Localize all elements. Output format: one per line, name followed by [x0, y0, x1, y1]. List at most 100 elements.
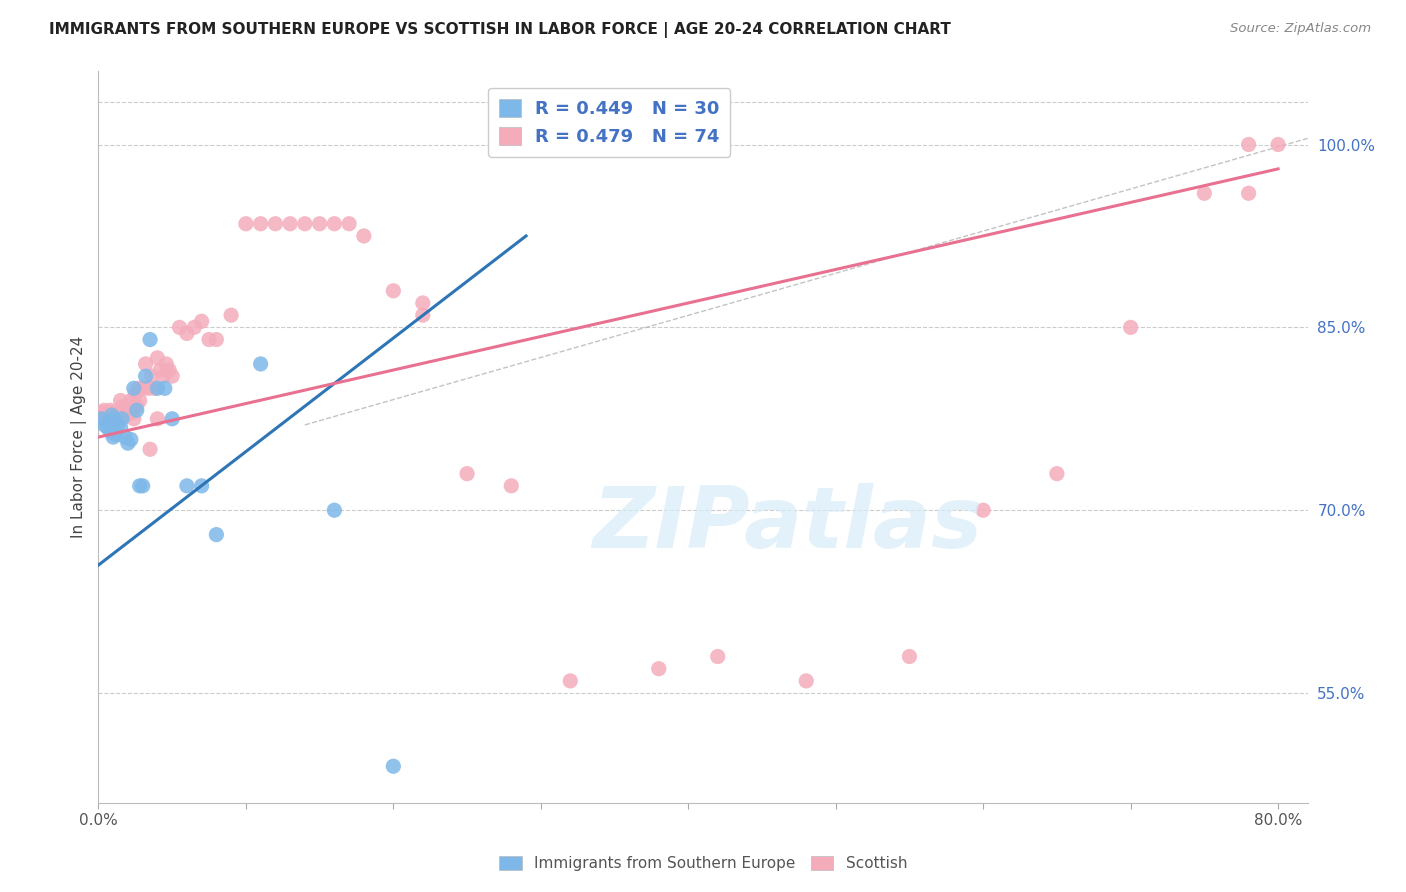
- Point: [337, 217, 360, 231]
- Point: [120, 433, 142, 447]
- Point: [176, 326, 198, 341]
- Point: [155, 357, 177, 371]
- Point: [101, 406, 124, 420]
- Point: [146, 412, 169, 426]
- Point: [114, 406, 136, 420]
- Point: [135, 369, 157, 384]
- Point: [456, 467, 478, 481]
- Point: [100, 412, 122, 426]
- Point: [1237, 186, 1260, 201]
- Point: [205, 527, 228, 541]
- Point: [1267, 137, 1289, 152]
- Point: [104, 412, 127, 426]
- Point: [139, 333, 162, 347]
- Point: [146, 381, 169, 395]
- Point: [94, 412, 117, 426]
- Point: [190, 314, 212, 328]
- Point: [120, 393, 142, 408]
- Point: [323, 503, 346, 517]
- Point: [176, 479, 198, 493]
- Point: [127, 381, 149, 395]
- Point: [560, 673, 582, 688]
- Point: [141, 369, 163, 384]
- Point: [110, 393, 132, 408]
- Point: [382, 759, 405, 773]
- Point: [91, 408, 114, 422]
- Point: [93, 403, 115, 417]
- Point: [104, 412, 127, 426]
- Text: ZIPatlas: ZIPatlas: [592, 483, 983, 566]
- Point: [122, 381, 145, 395]
- Point: [501, 479, 523, 493]
- Point: [143, 381, 166, 395]
- Point: [131, 381, 153, 395]
- Point: [308, 217, 330, 231]
- Point: [153, 381, 176, 395]
- Point: [111, 412, 134, 426]
- Text: IMMIGRANTS FROM SOUTHERN EUROPE VS SCOTTISH IN LABOR FORCE | AGE 20-24 CORRELATI: IMMIGRANTS FROM SOUTHERN EUROPE VS SCOTT…: [49, 22, 950, 38]
- Point: [108, 406, 131, 420]
- Point: [353, 228, 375, 243]
- Point: [706, 649, 728, 664]
- Point: [121, 406, 143, 420]
- Point: [110, 420, 132, 434]
- Point: [89, 412, 111, 426]
- Point: [122, 412, 145, 426]
- Point: [160, 412, 183, 426]
- Point: [107, 408, 129, 422]
- Point: [101, 430, 124, 444]
- Point: [205, 333, 228, 347]
- Text: Source: ZipAtlas.com: Source: ZipAtlas.com: [1230, 22, 1371, 36]
- Point: [264, 217, 287, 231]
- Point: [1194, 186, 1216, 201]
- Point: [90, 412, 112, 426]
- Y-axis label: In Labor Force | Age 20-24: In Labor Force | Age 20-24: [72, 336, 87, 538]
- Point: [235, 217, 257, 231]
- Point: [1046, 467, 1069, 481]
- Point: [97, 416, 120, 430]
- Point: [128, 479, 150, 493]
- Point: [278, 217, 301, 231]
- Point: [131, 479, 153, 493]
- Point: [1119, 320, 1142, 334]
- Point: [139, 442, 162, 457]
- Point: [112, 408, 135, 422]
- Point: [115, 408, 138, 422]
- Point: [382, 284, 405, 298]
- Point: [135, 357, 157, 371]
- Point: [105, 427, 128, 442]
- Point: [190, 479, 212, 493]
- Point: [98, 403, 121, 417]
- Point: [294, 217, 316, 231]
- Point: [198, 333, 221, 347]
- Point: [124, 387, 146, 401]
- Point: [152, 369, 174, 384]
- Point: [118, 406, 141, 420]
- Point: [972, 503, 994, 517]
- Point: [157, 363, 180, 377]
- Point: [105, 416, 128, 430]
- Point: [96, 408, 118, 422]
- Point: [125, 400, 148, 414]
- Point: [249, 357, 271, 371]
- Point: [117, 436, 139, 450]
- Point: [898, 649, 921, 664]
- Point: [111, 400, 134, 414]
- Point: [128, 393, 150, 408]
- Point: [117, 400, 139, 414]
- Point: [97, 406, 120, 420]
- Point: [90, 406, 112, 420]
- Point: [794, 673, 817, 688]
- Point: [149, 363, 172, 377]
- Point: [96, 420, 118, 434]
- Point: [1237, 137, 1260, 152]
- Point: [93, 417, 115, 432]
- Point: [183, 320, 205, 334]
- Point: [138, 381, 160, 395]
- Point: [169, 320, 191, 334]
- Legend: Immigrants from Southern Europe, Scottish: Immigrants from Southern Europe, Scottis…: [492, 850, 914, 877]
- Point: [160, 369, 183, 384]
- Point: [323, 217, 346, 231]
- Point: [98, 424, 121, 438]
- Point: [114, 430, 136, 444]
